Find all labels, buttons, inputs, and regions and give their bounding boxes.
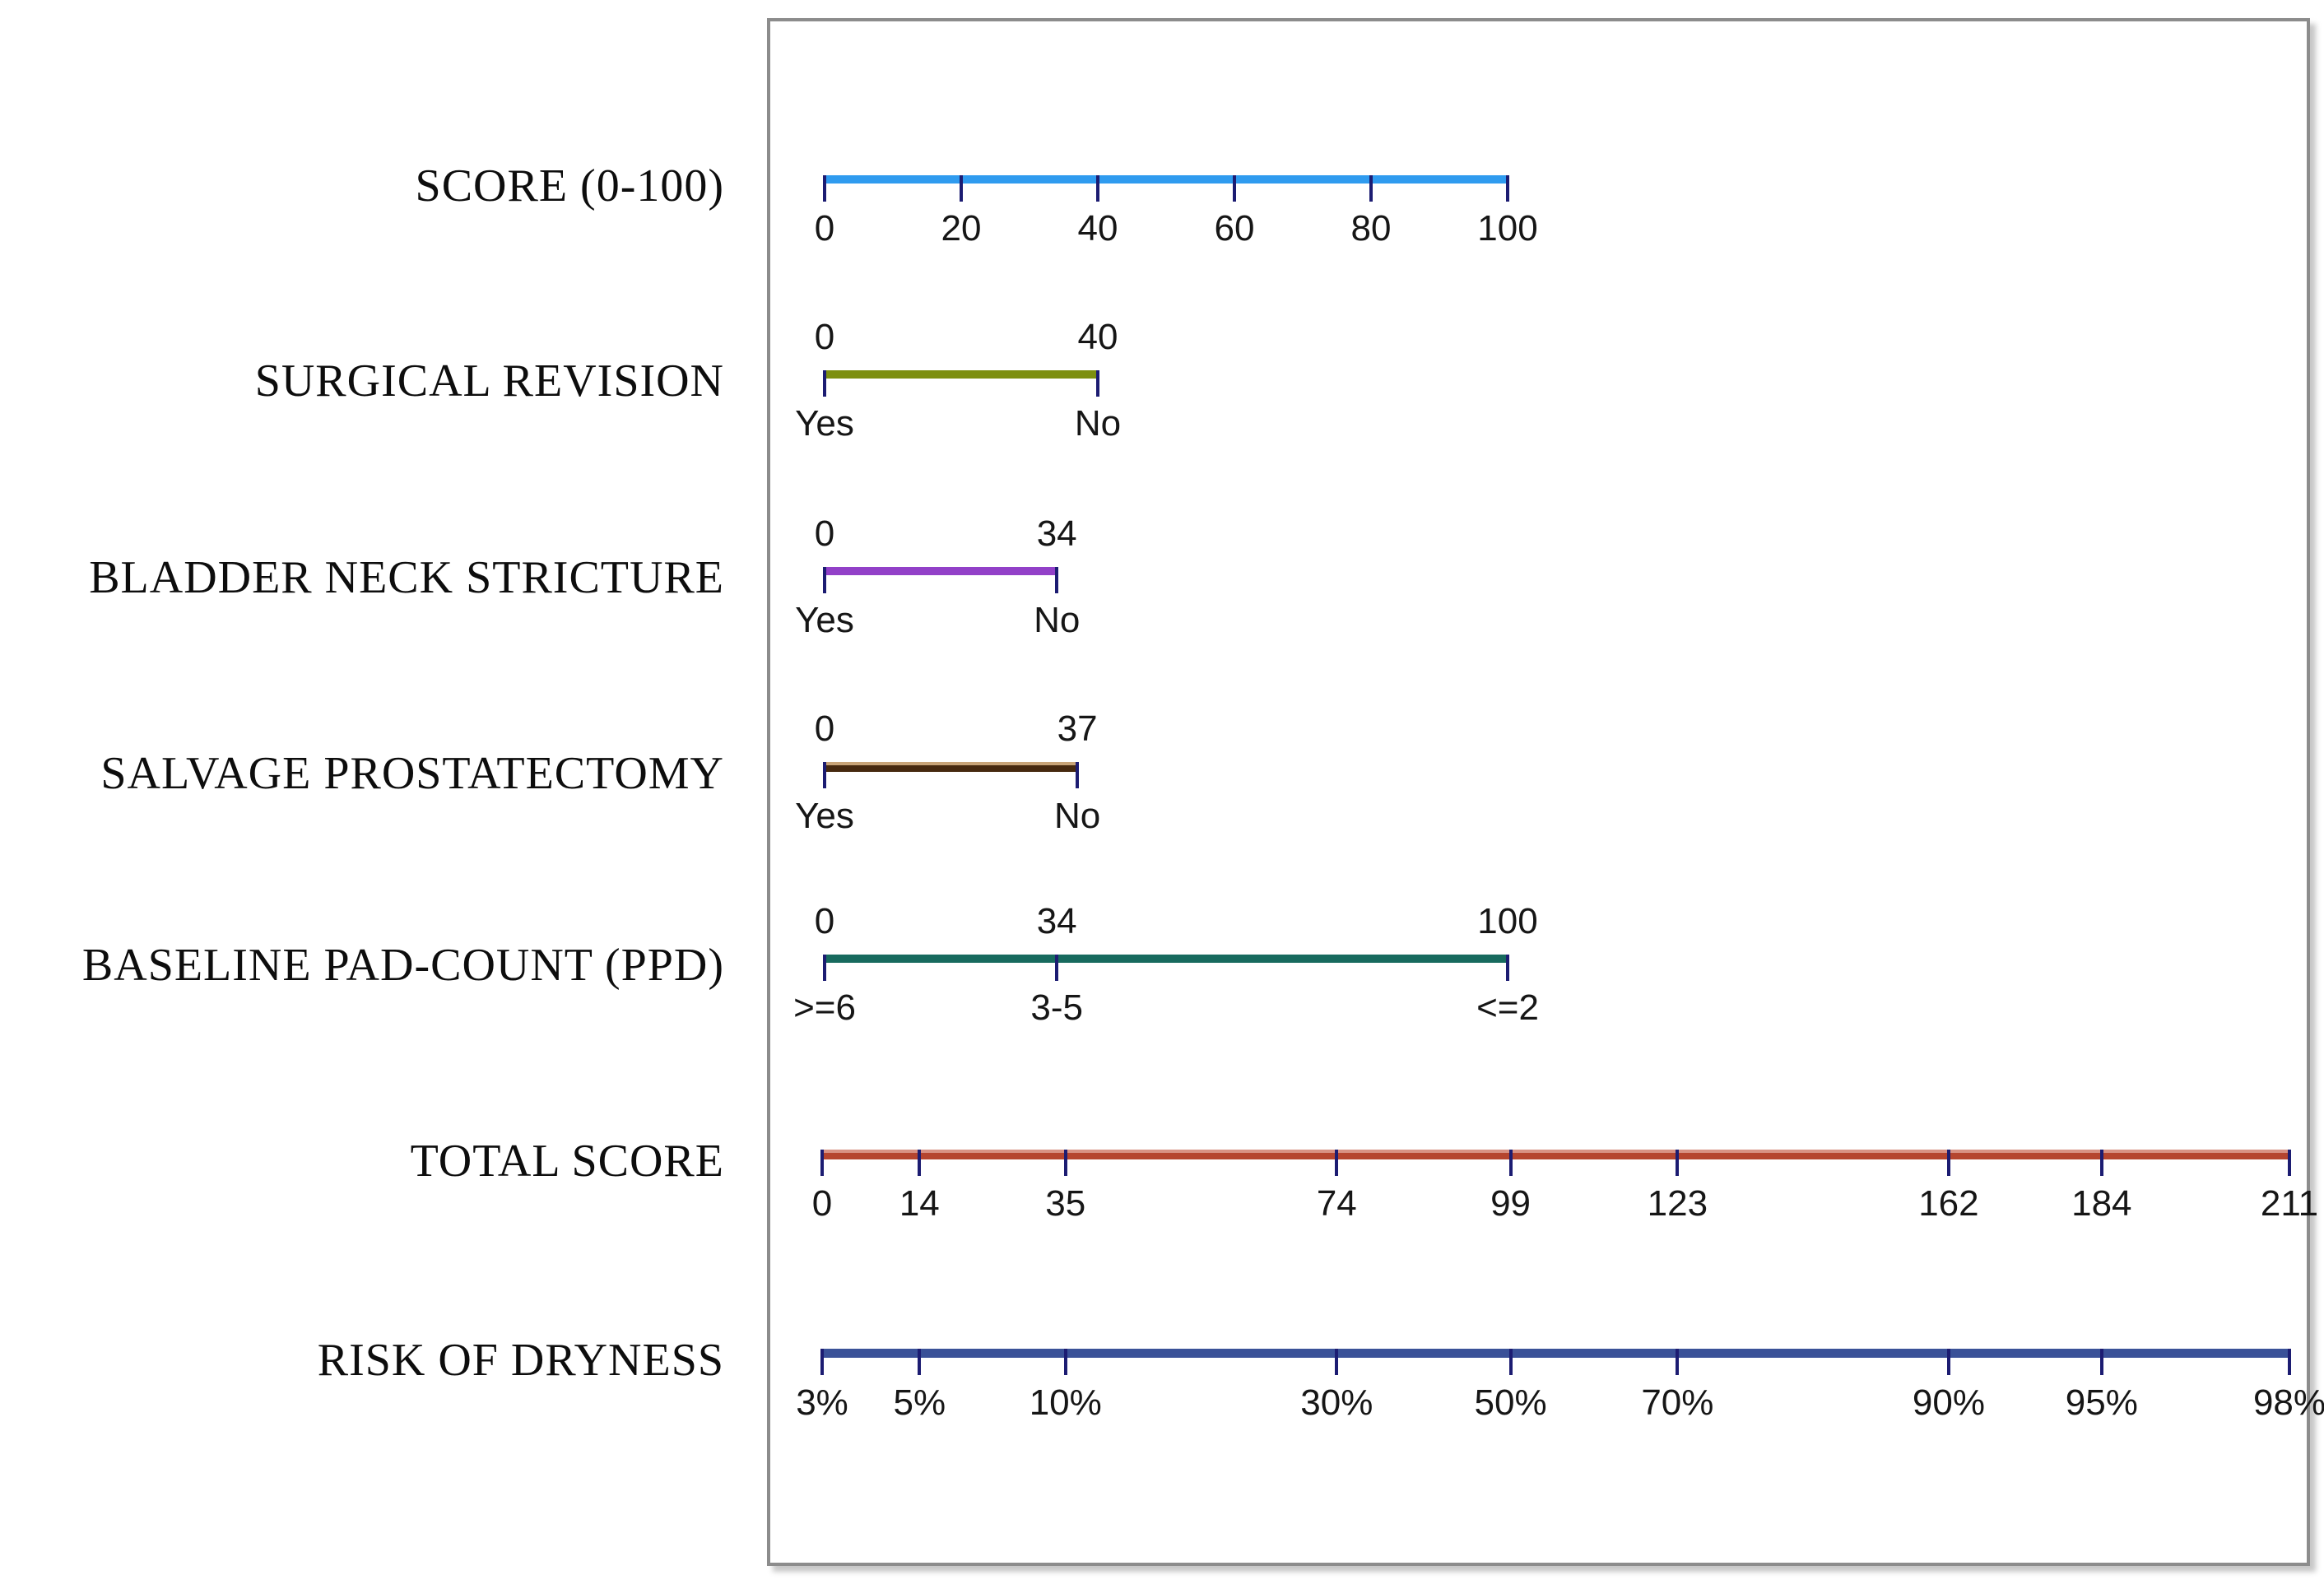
tick-label-above: 0 [814, 317, 835, 357]
tick-label-below: 90% [1912, 1382, 1985, 1423]
tick-label-below: 74 [1316, 1183, 1357, 1224]
tick-label-below: 0 [811, 1183, 833, 1224]
tick-mark [2287, 1349, 2291, 1375]
tick-label-above: 0 [814, 901, 835, 941]
tick-label-below: 20 [941, 208, 982, 249]
tick-mark [1055, 567, 1059, 593]
tick-mark [1076, 762, 1080, 788]
row-label-total-score: TOTAL SCORE [410, 1136, 724, 1187]
row-label-risk-of-dryness: RISK OF DRYNESS [317, 1335, 724, 1386]
axis-line-baseline-pad-count [825, 955, 1508, 963]
tick-label-below: 162 [1918, 1183, 1979, 1224]
tick-label-below: 184 [2071, 1183, 2132, 1224]
tick-label-below: 0 [814, 208, 835, 249]
tick-mark [2287, 1150, 2291, 1176]
tick-mark [1506, 955, 1509, 981]
tick-mark [1063, 1349, 1067, 1375]
tick-mark [1096, 370, 1099, 397]
tick-label-below: 3-5 [1030, 987, 1083, 1028]
tick-mark [1063, 1150, 1067, 1176]
tick-label-above: 37 [1057, 709, 1098, 749]
tick-label-below: 211 [2260, 1183, 2319, 1224]
tick-label-below: 14 [899, 1183, 940, 1224]
tick-mark [960, 175, 963, 202]
tick-mark [823, 370, 826, 397]
row-label-surgical-revision: SURGICAL REVISION [254, 355, 724, 407]
tick-label-above: 34 [1036, 901, 1077, 941]
tick-label-below: No [1034, 600, 1081, 640]
tick-mark [1335, 1150, 1339, 1176]
tick-label-above: 40 [1077, 317, 1118, 357]
tick-label-below: No [1053, 796, 1101, 836]
tick-label-below: 35 [1045, 1183, 1086, 1224]
tick-mark [1233, 175, 1236, 202]
tick-mark [1946, 1349, 1950, 1375]
axis-line-risk-of-dryness [822, 1349, 2289, 1358]
tick-mark [1369, 175, 1373, 202]
row-label-salvage-prostatectomy: SALVAGE PROSTATECTOMY [100, 748, 724, 799]
tick-mark [823, 955, 826, 981]
tick-label-below: Yes [795, 403, 854, 444]
tick-mark [1055, 955, 1059, 981]
row-label-bladder-neck-stricture: BLADDER NECK STRICTURE [89, 552, 724, 603]
tick-mark [918, 1349, 922, 1375]
tick-label-below: 3% [796, 1382, 848, 1423]
tick-mark [820, 1349, 824, 1375]
tick-label-below: 10% [1029, 1382, 1102, 1423]
axis-line-surgical-revision [825, 370, 1098, 379]
plot-frame [767, 18, 2310, 1566]
axis-line-bladder-neck-stricture [825, 567, 1057, 575]
tick-label-below: 80 [1350, 208, 1392, 249]
tick-mark [918, 1150, 922, 1176]
tick-mark [1946, 1150, 1950, 1176]
axis-line-score [825, 175, 1508, 184]
tick-mark [823, 762, 826, 788]
tick-label-below: Yes [795, 796, 854, 836]
tick-label-above: 0 [814, 709, 835, 749]
tick-label-below: 5% [893, 1382, 946, 1423]
tick-label-below: No [1074, 403, 1122, 444]
tick-mark [2099, 1150, 2103, 1176]
tick-mark [1508, 1349, 1513, 1375]
tick-mark [820, 1150, 824, 1176]
tick-label-below: 60 [1214, 208, 1255, 249]
row-label-baseline-pad-count: BASELINE PAD-COUNT (PPD) [81, 940, 724, 991]
tick-label-above: 100 [1477, 901, 1538, 941]
tick-mark [1096, 175, 1099, 202]
tick-mark [1676, 1150, 1680, 1176]
tick-label-below: >=6 [793, 987, 856, 1028]
tick-mark [2099, 1349, 2103, 1375]
tick-label-below: 30% [1300, 1382, 1373, 1423]
tick-label-above: 0 [814, 513, 835, 554]
tick-label-below: 99 [1490, 1183, 1532, 1224]
tick-mark [1506, 175, 1509, 202]
tick-mark [1676, 1349, 1680, 1375]
tick-label-below: 50% [1474, 1382, 1547, 1423]
tick-label-below: 98% [2252, 1382, 2324, 1423]
row-label-score: SCORE (0-100) [415, 160, 724, 211]
tick-label-below: 40 [1077, 208, 1118, 249]
tick-label-below: 70% [1641, 1382, 1714, 1423]
tick-label-below: 95% [2065, 1382, 2138, 1423]
tick-label-below: 123 [1647, 1183, 1708, 1224]
tick-label-below: 100 [1477, 208, 1538, 249]
tick-label-below: Yes [795, 600, 854, 640]
tick-mark [823, 175, 826, 202]
tick-label-above: 34 [1036, 513, 1077, 554]
tick-mark [1335, 1349, 1339, 1375]
tick-mark [1508, 1150, 1513, 1176]
tick-mark [823, 567, 826, 593]
axis-line-salvage-prostatectomy [825, 762, 1078, 772]
axis-line-total-score [822, 1150, 2289, 1159]
tick-label-below: <=2 [1476, 987, 1539, 1028]
